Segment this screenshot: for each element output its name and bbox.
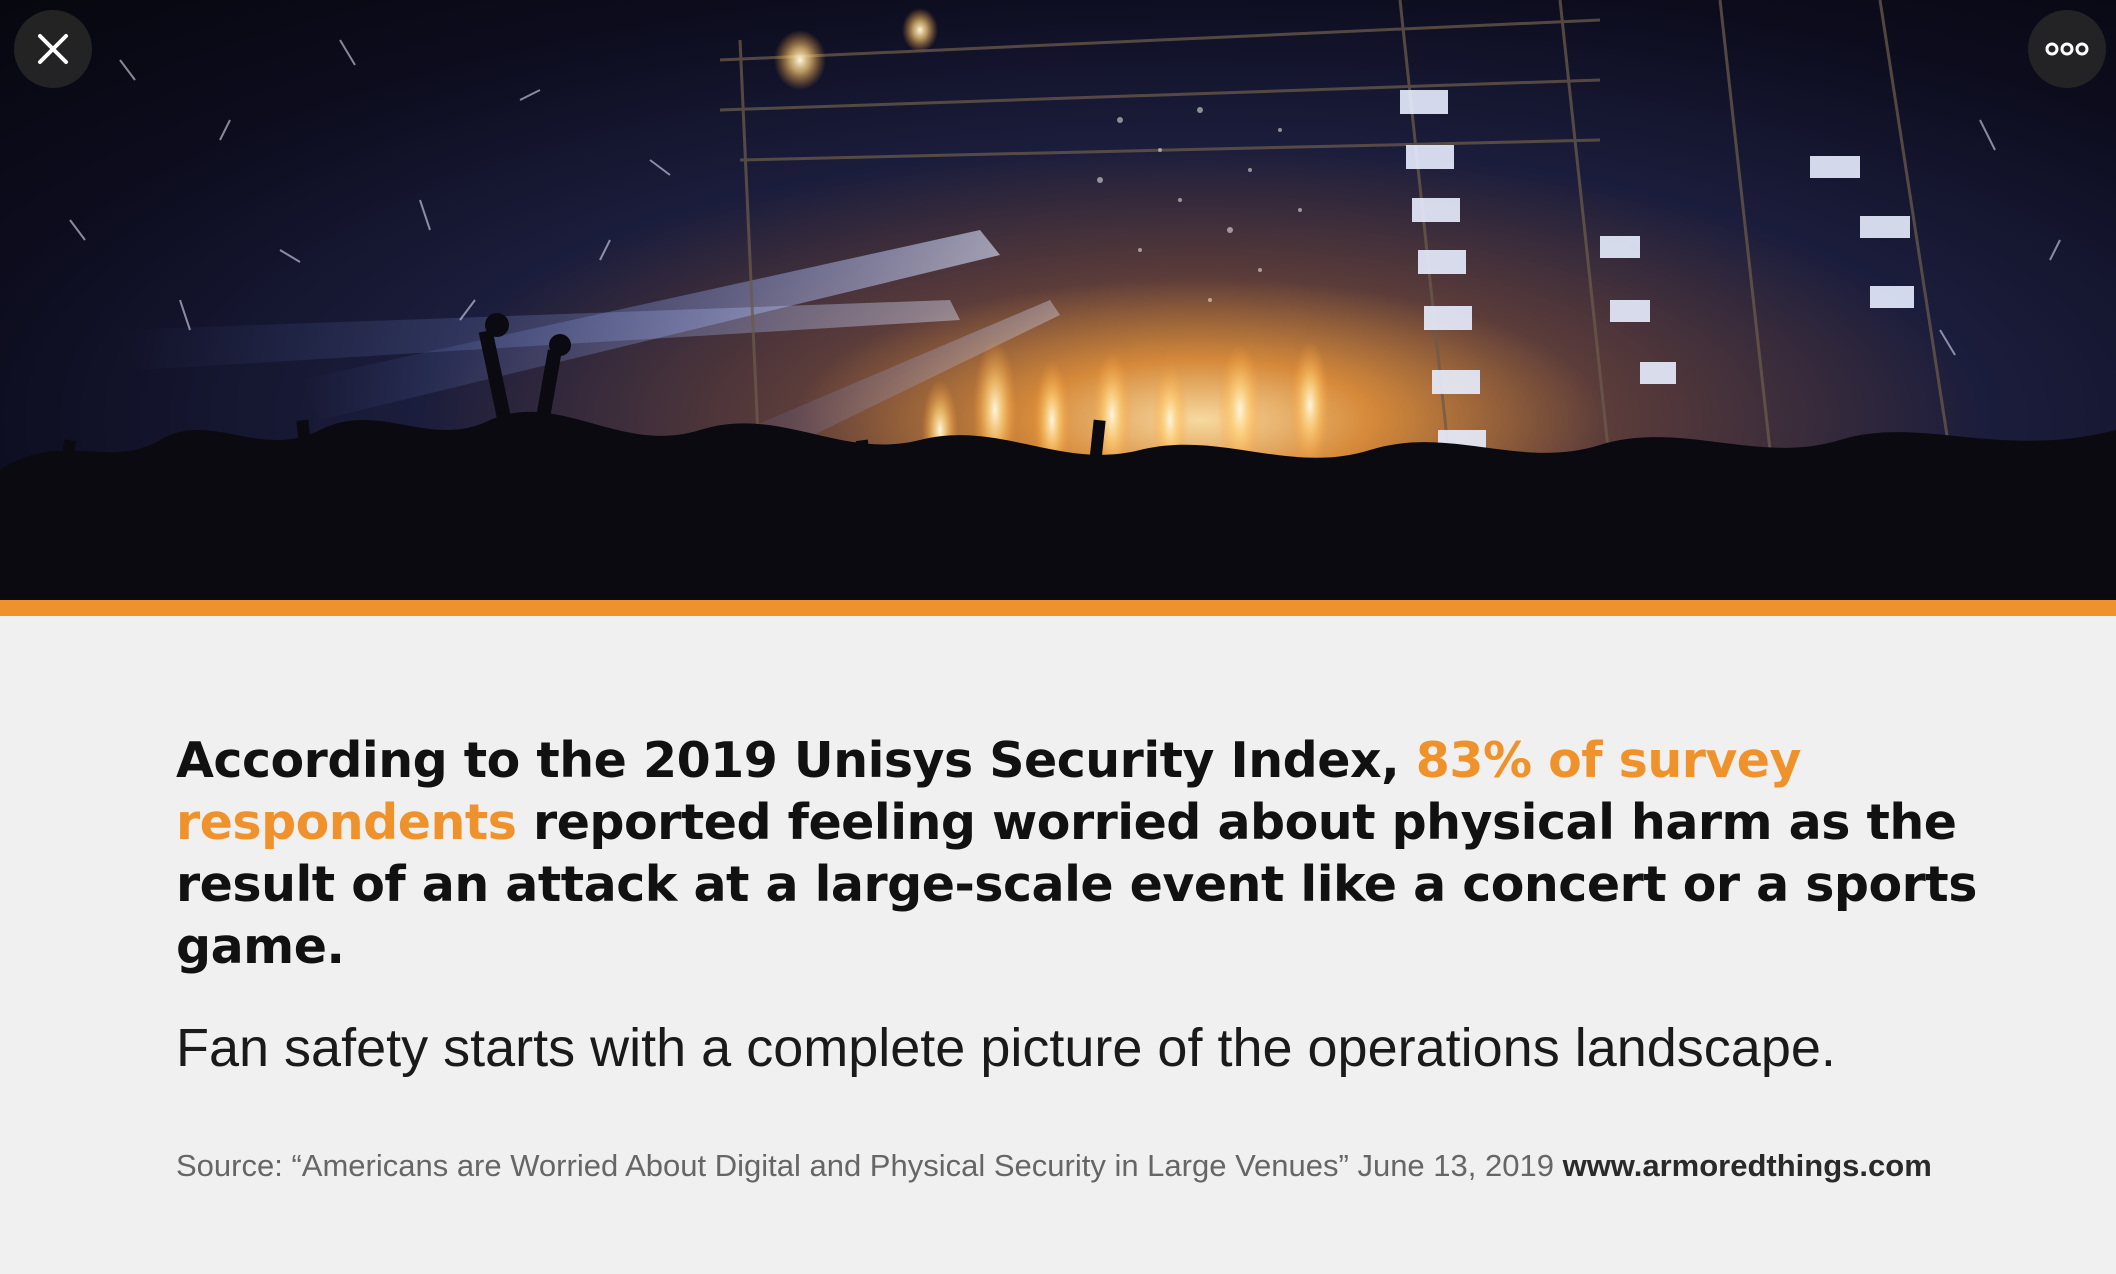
more-horizontal-icon — [2045, 42, 2089, 56]
close-button[interactable] — [14, 10, 92, 88]
subheadline: Fan safety starts with a complete pictur… — [176, 1018, 1836, 1078]
source-website: www.armoredthings.com — [1562, 1148, 1932, 1183]
slide-text: According to the 2019 Unisys Security In… — [176, 730, 2036, 1080]
close-icon — [38, 34, 68, 64]
more-options-button[interactable] — [2028, 10, 2106, 88]
accent-bar — [0, 600, 2116, 616]
source-citation: Source: “Americans are Worried About Dig… — [176, 1146, 1932, 1186]
source-text: Source: “Americans are Worried About Dig… — [176, 1148, 1563, 1183]
headline-statistic: 83% of survey respondents — [176, 732, 1801, 851]
headline-intro: According to the 2019 Unisys Security In… — [176, 732, 1416, 789]
concert-crowd-photo — [0, 0, 2116, 600]
headline: According to the 2019 Unisys Security In… — [176, 730, 2036, 978]
headline-rest: reported feeling worried about physical … — [176, 794, 1977, 975]
